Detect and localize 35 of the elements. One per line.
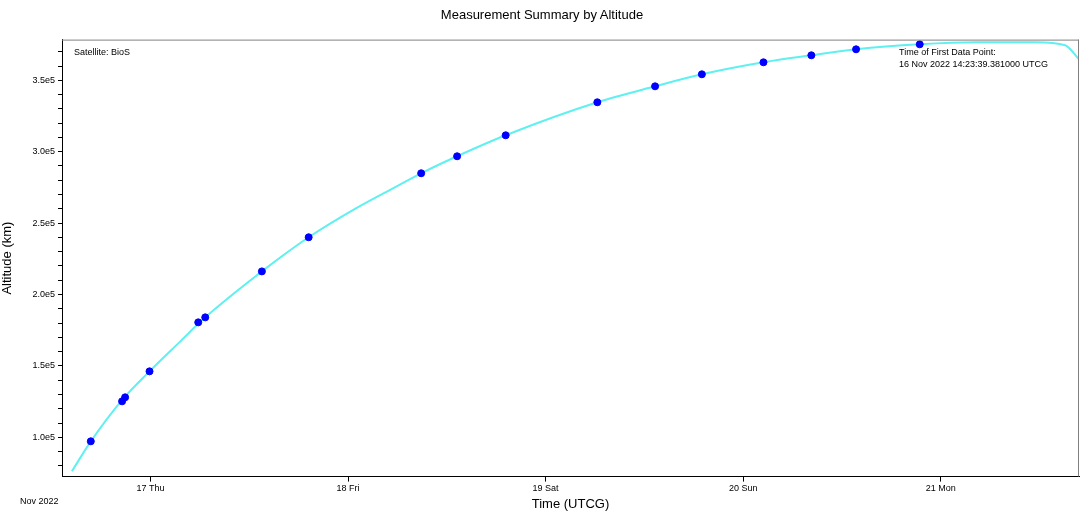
point	[915, 40, 924, 49]
annotation: Satellite: BioS	[74, 46, 131, 57]
y-tick-label: 1.5e5	[32, 360, 55, 371]
point	[417, 169, 426, 178]
x-tick-label: 17 Thu	[136, 483, 165, 494]
point	[257, 267, 266, 276]
point	[501, 131, 510, 140]
x-tick-label: 21 Mon	[925, 483, 956, 494]
point	[593, 98, 602, 107]
chart-title: Measurement Summary by Altitude	[440, 7, 644, 23]
line-series	[70, 41, 1079, 473]
y-tick-label: 2.0e5	[32, 289, 55, 299]
y-tick-label: 3.0e5	[32, 146, 55, 157]
point	[201, 313, 210, 322]
x-tick-label: 19 Sat	[532, 483, 560, 494]
point	[121, 393, 130, 402]
point	[304, 233, 313, 242]
y-axis-title: Altitude (km)	[0, 221, 15, 295]
point	[453, 152, 462, 161]
point	[651, 82, 660, 91]
y-tick-label: 3.5e5	[32, 74, 55, 85]
point	[852, 45, 861, 54]
y-tick-label: 1.0e5	[32, 431, 55, 442]
point	[145, 367, 154, 376]
point	[807, 51, 816, 60]
y-tick-label: 2.5e5	[32, 217, 55, 228]
x-axis-title: Time (UTCG)	[531, 495, 610, 511]
text: Nov 2022	[20, 495, 59, 506]
point	[86, 437, 95, 446]
x-tick-label: 20 Sun	[728, 483, 758, 494]
annotation: Time of First Data Point: 16 Nov 2022 14:23:39.381000 UTCG	[899, 46, 1049, 69]
point	[194, 318, 203, 327]
point	[697, 70, 706, 79]
point	[759, 58, 768, 67]
x-tick-label: 18 Fri	[336, 483, 360, 494]
